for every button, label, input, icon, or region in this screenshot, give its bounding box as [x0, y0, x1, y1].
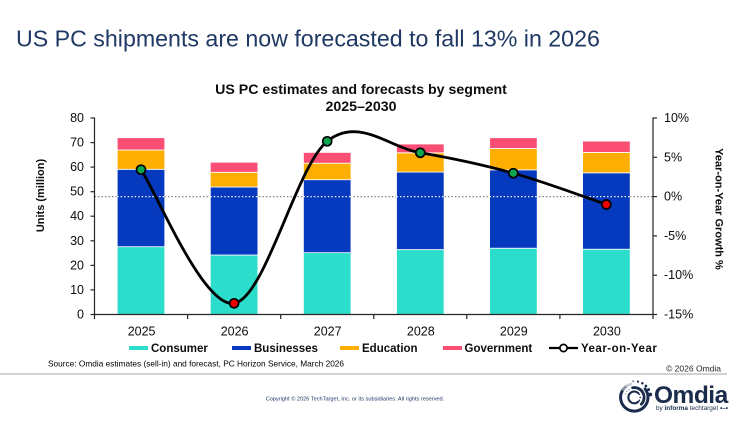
svg-text:60: 60 — [70, 160, 84, 174]
svg-text:Education: Education — [362, 343, 418, 355]
svg-text:-10%: -10% — [664, 268, 693, 282]
svg-text:Consumer: Consumer — [151, 343, 208, 355]
svg-text:5%: 5% — [664, 150, 682, 164]
svg-text:Omdia: Omdia — [654, 382, 729, 409]
svg-text:0%: 0% — [664, 190, 682, 204]
svg-text:US PC estimates and forecasts: US PC estimates and forecasts by segment — [215, 82, 507, 98]
svg-text:10%: 10% — [664, 111, 689, 125]
svg-text:80: 80 — [70, 111, 84, 125]
svg-text:20: 20 — [70, 258, 84, 272]
svg-text:2029: 2029 — [500, 325, 528, 339]
svg-text:2030: 2030 — [593, 325, 621, 339]
svg-text:Source: Omdia estimates (sell-: Source: Omdia estimates (sell-in) and fo… — [48, 359, 344, 369]
svg-text:US PC shipments are now foreca: US PC shipments are now forecasted to fa… — [16, 26, 600, 52]
svg-text:0: 0 — [77, 308, 84, 322]
svg-text:by informa techtarget •–•: by informa techtarget •–• — [656, 405, 729, 412]
svg-text:Businesses: Businesses — [254, 343, 318, 355]
svg-text:2027: 2027 — [314, 325, 342, 339]
svg-text:Units (million): Units (million) — [35, 159, 47, 233]
svg-text:50: 50 — [70, 185, 84, 199]
svg-text:-15%: -15% — [664, 308, 693, 322]
svg-text:© 2026 Omdia: © 2026 Omdia — [666, 364, 721, 374]
svg-text:Year-on-Year: Year-on-Year — [581, 343, 657, 355]
svg-text:30: 30 — [70, 234, 84, 248]
svg-text:2025: 2025 — [128, 325, 156, 339]
svg-text:40: 40 — [70, 209, 84, 223]
svg-text:Copyright © 2026 TechTarget, I: Copyright © 2026 TechTarget, Inc. or its… — [266, 396, 445, 403]
svg-text:-5%: -5% — [664, 229, 686, 243]
svg-text:Government: Government — [465, 343, 533, 355]
svg-text:70: 70 — [70, 136, 84, 150]
svg-text:2026: 2026 — [221, 325, 249, 339]
svg-text:2025–2030: 2025–2030 — [325, 99, 396, 115]
svg-text:Year-on-Year Growth %: Year-on-Year Growth % — [713, 148, 725, 270]
svg-text:2028: 2028 — [407, 325, 435, 339]
svg-text:10: 10 — [70, 283, 84, 297]
